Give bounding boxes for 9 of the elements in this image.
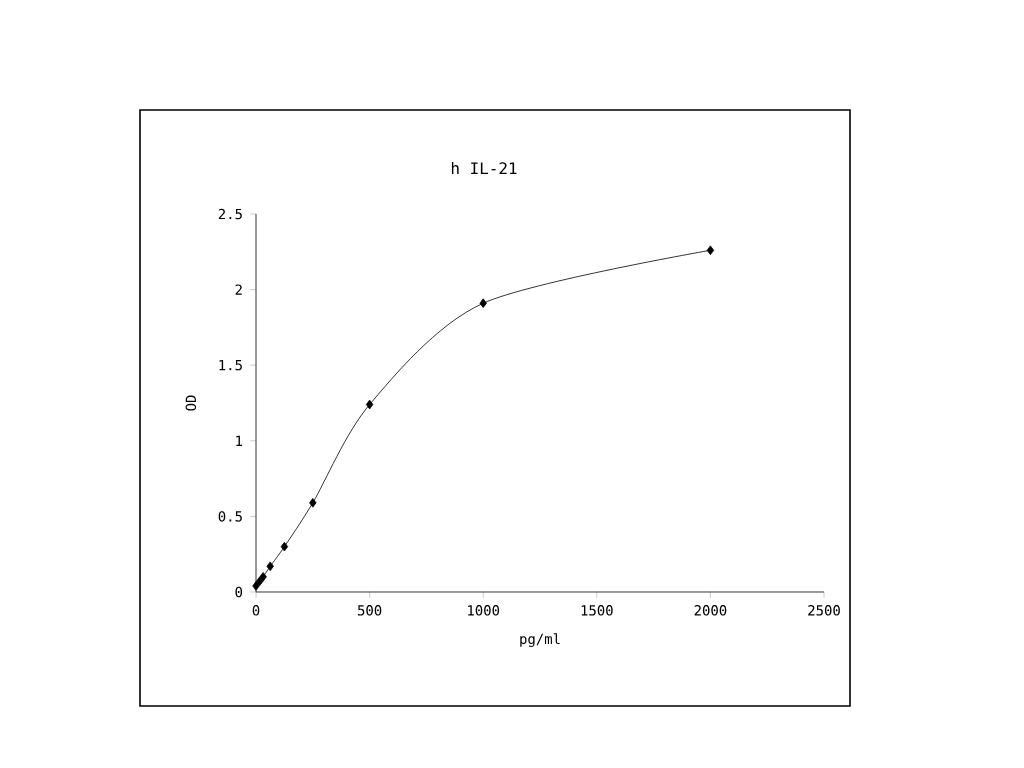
point — [252, 581, 260, 591]
point — [280, 541, 289, 552]
point — [706, 245, 715, 256]
point — [365, 399, 374, 410]
point — [259, 572, 267, 582]
point — [309, 497, 317, 508]
point — [266, 561, 274, 572]
point — [255, 576, 264, 587]
point — [479, 298, 487, 308]
